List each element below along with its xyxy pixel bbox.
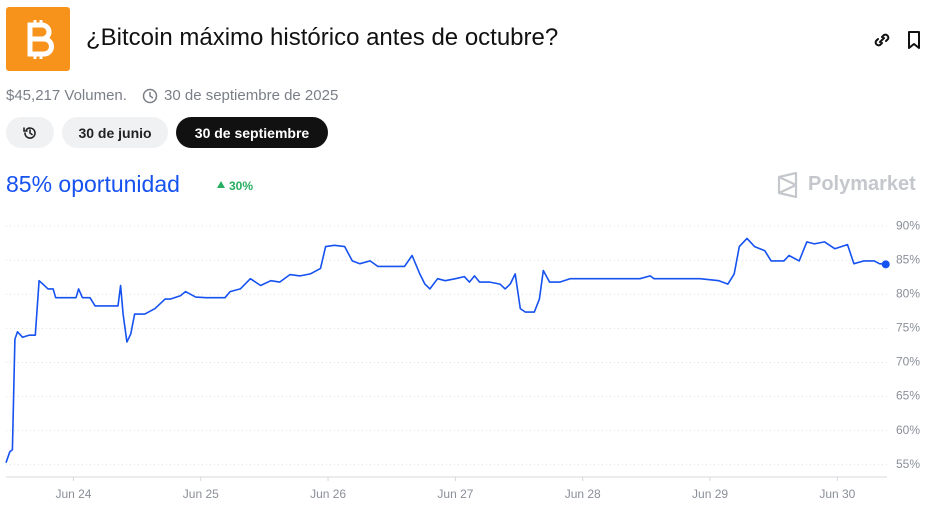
history-icon [23,126,36,139]
link-button[interactable] [872,30,892,50]
y-tick-label: 90% [896,218,920,232]
chance-label: 85% oportunidad [6,171,180,197]
x-tick-label: Jun 29 [692,487,728,501]
y-tick-label: 75% [896,321,920,335]
y-tick-label: 85% [896,252,920,266]
tab[interactable]: 30 de junio [62,117,168,148]
brand-logo [777,172,798,198]
history-button[interactable] [6,117,54,148]
brand-name: Polymarket [808,173,916,195]
x-tick-label: Jun 27 [437,487,473,501]
up-arrow [217,181,225,188]
clock-icon [142,88,158,104]
bookmark-button[interactable] [905,30,923,50]
y-tick-label: 80% [896,287,920,301]
y-tick-label: 70% [896,355,920,369]
x-tick-label: Jun 25 [183,487,219,501]
x-tick-label: Jun 24 [55,487,91,501]
market-title: ¿Bitcoin máximo histórico antes de octub… [86,24,559,51]
y-tick-label: 60% [896,423,920,437]
bitcoin-icon [6,7,70,71]
y-tick-label: 65% [896,389,920,403]
x-tick-label: Jun 28 [565,487,601,501]
x-tick-label: Jun 26 [310,487,346,501]
volume: $45,217 Volumen. [6,87,127,104]
last-point [881,260,890,269]
x-tick-label: Jun 30 [819,487,855,501]
end-date: 30 de septiembre de 2025 [164,87,339,104]
price-line [5,237,886,463]
tab-active[interactable]: 30 de septiembre [176,117,328,148]
y-tick-label: 55% [896,457,920,471]
chance-change: 30% [229,179,254,193]
